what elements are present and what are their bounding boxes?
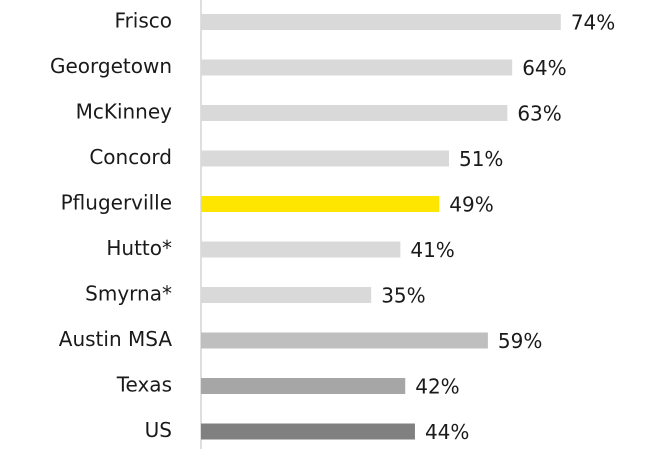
- category-label: Georgetown: [50, 54, 172, 78]
- bar: [201, 150, 449, 167]
- category-label: Smyrna*: [85, 282, 172, 306]
- category-label: Concord: [89, 145, 172, 169]
- bar: [201, 59, 513, 76]
- value-label: 41%: [410, 238, 454, 262]
- category-label: Austin MSA: [59, 327, 173, 351]
- bar: [201, 196, 440, 212]
- category-label: US: [145, 418, 172, 442]
- value-label: 64%: [522, 56, 566, 80]
- bar: [201, 378, 406, 394]
- value-label: 44%: [425, 420, 469, 444]
- category-label: Hutto*: [106, 236, 172, 260]
- value-label: 42%: [415, 375, 459, 399]
- bar: [201, 14, 561, 30]
- value-label: 74%: [571, 11, 615, 35]
- value-label: 51%: [459, 147, 503, 171]
- value-label: 59%: [498, 329, 542, 353]
- bar: [201, 241, 401, 258]
- category-label: Frisco: [115, 9, 172, 33]
- bar: [201, 423, 415, 440]
- bar: [201, 287, 372, 303]
- bar: [201, 332, 488, 349]
- bar: [201, 105, 508, 121]
- category-label: Pflugerville: [61, 191, 172, 215]
- category-label: McKinney: [76, 100, 173, 124]
- value-label: 35%: [381, 284, 425, 308]
- category-label: Texas: [116, 373, 172, 397]
- value-label: 49%: [449, 193, 493, 217]
- value-label: 63%: [517, 102, 561, 126]
